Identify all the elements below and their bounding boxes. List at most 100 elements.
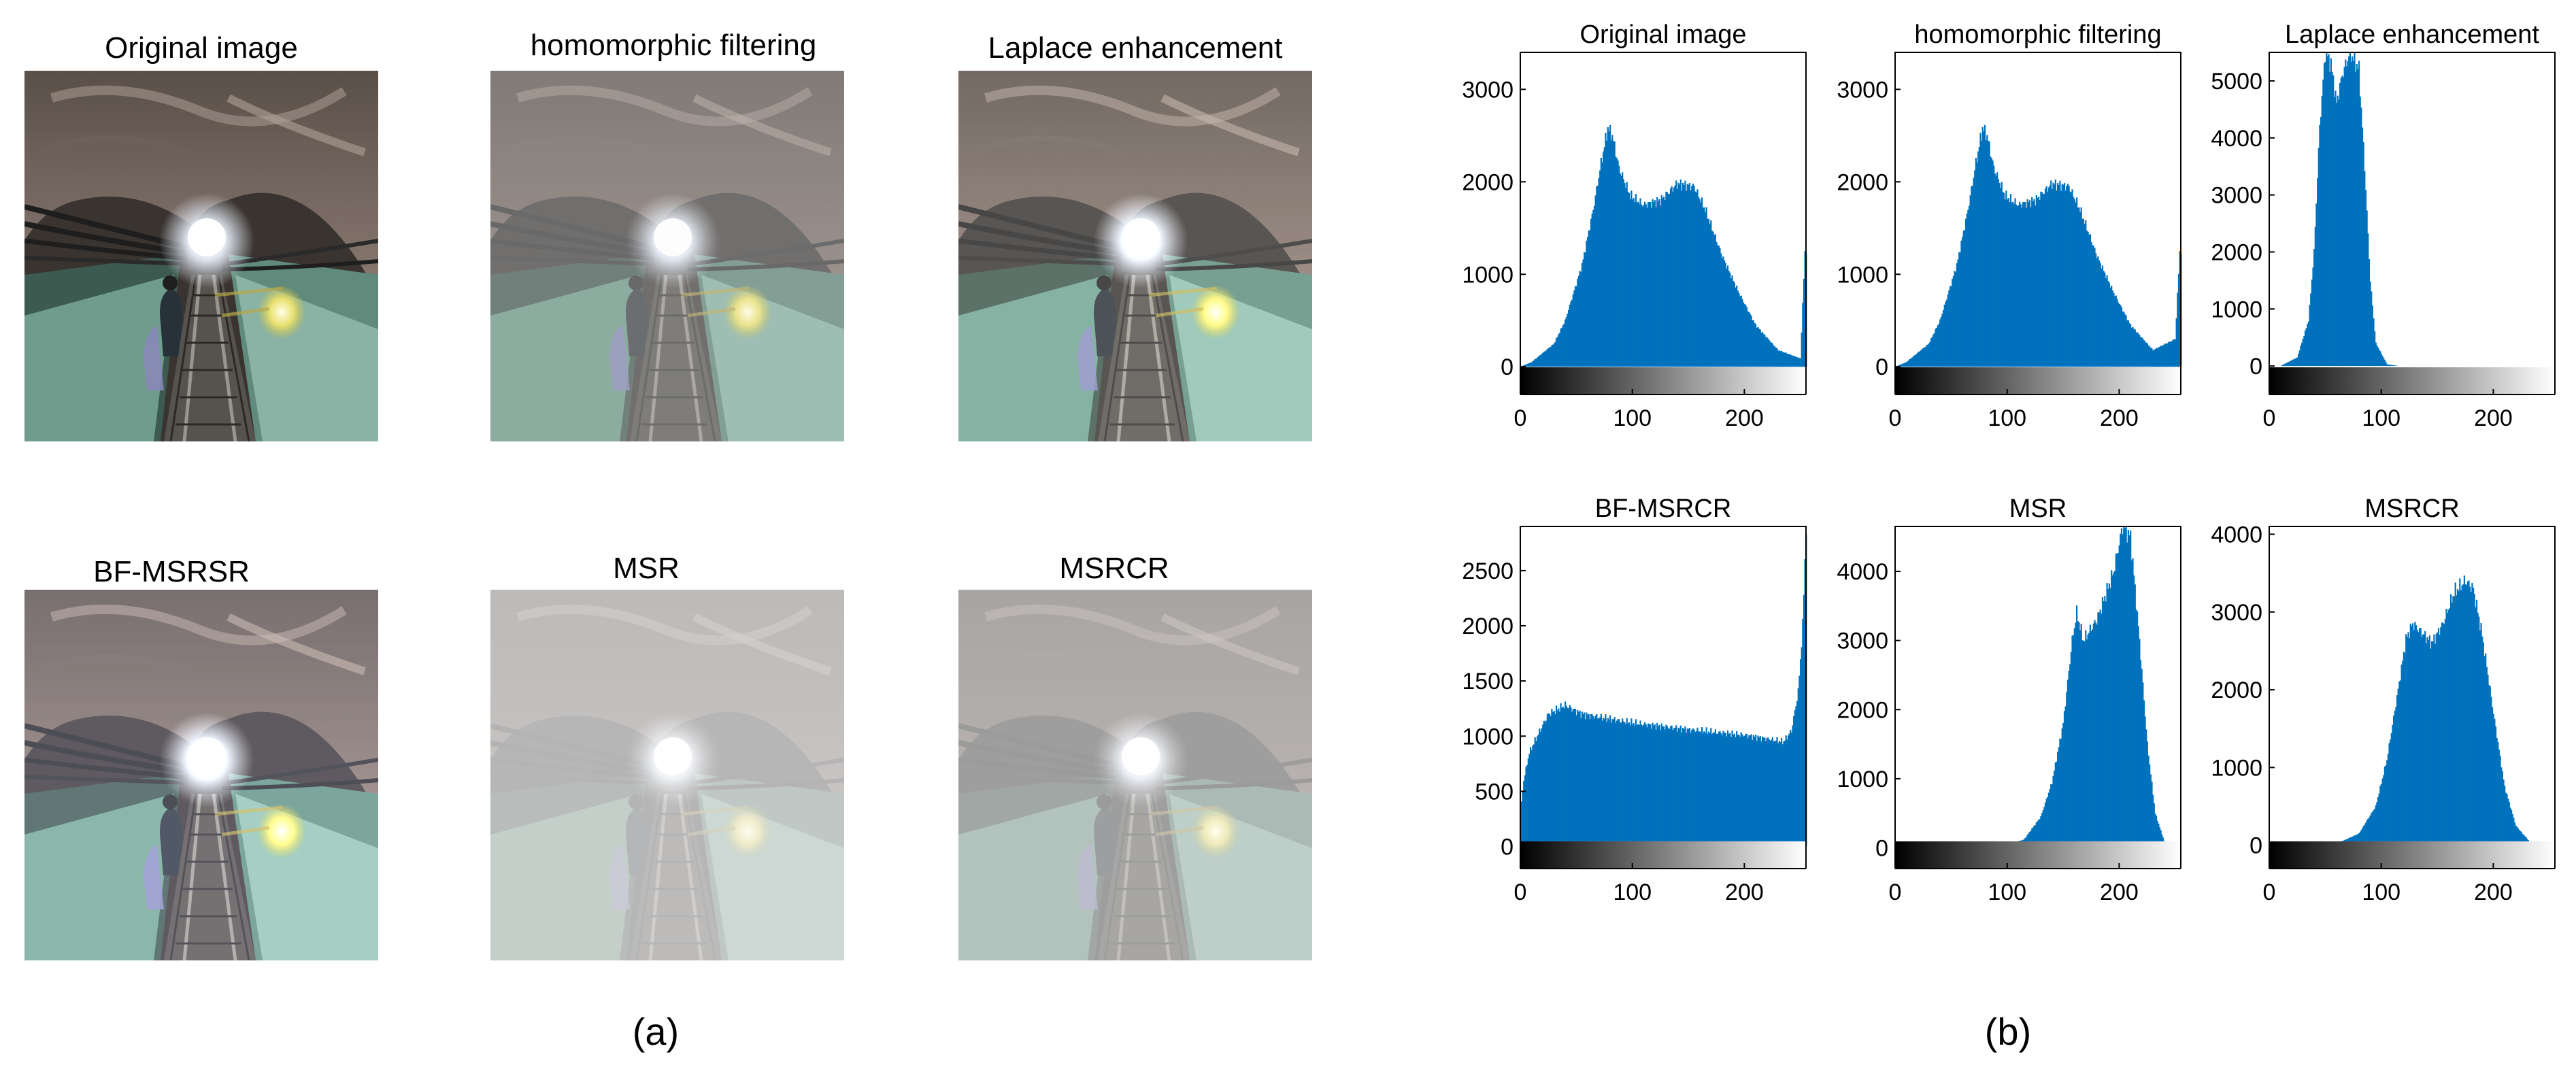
histogram-bar [2035,205,2037,367]
y-tick-label: 4000 [1837,559,1888,585]
histogram-bar [1766,337,1768,367]
histogram-bar [1960,240,1962,367]
histogram-bar [1533,744,1535,847]
histogram-bar [1605,133,1607,367]
histogram-bar [1773,345,1775,367]
histogram-bar [1561,707,1563,847]
histogram-bar [2156,348,2158,367]
histogram-bar [2058,747,2060,848]
histogram-bar [1936,327,1938,367]
histogram-bar [1539,355,1541,367]
image-panel-msrcr: MSRCR [958,552,1312,960]
histogram-bar [1546,714,1548,847]
histogram-bar [2060,190,2062,367]
histogram-bar [2108,282,2111,367]
histogram-bar [1626,182,1628,367]
histogram-bar [1679,725,1682,847]
histogram-bar [1918,352,1920,367]
histogram-bar [2026,835,2028,848]
histogram-bar [2386,760,2388,845]
image-panel-original: Original image [24,31,378,441]
histogram-bar [2139,660,2142,848]
histogram-bar [1638,203,1641,367]
histogram-bar [1704,212,1707,367]
histogram-bar [2145,342,2147,367]
histogram-bar [1571,711,1573,847]
histogram-bar [1525,364,1527,367]
histogram-bar [1693,186,1695,367]
histogram-bar [2491,707,2494,845]
histogram-bar [1525,767,1527,847]
histogram-bar [1603,151,1605,367]
histogram-bar [1764,337,1767,367]
histogram-bar [2432,641,2434,845]
histogram-bar [1622,172,1624,367]
histogram-bar [2354,835,2356,845]
histogram-bar [2392,365,2394,367]
histogram-bar [1660,723,1662,847]
histogram-bar [2409,638,2411,845]
histogram-bar [2150,348,2152,367]
histogram-bar [1979,133,1981,367]
histogram-bar [2020,204,2022,367]
histogram-bar [2428,639,2430,845]
histogram-bar [2049,788,2051,848]
histogram-bar [2059,738,2061,848]
histogram-bar [1707,218,1710,367]
histogram-bar [2290,360,2292,367]
histogram-bar [2096,624,2098,848]
histogram-bar [1555,338,1558,367]
histogram-bar [2149,346,2151,367]
histogram-bar [1523,781,1525,847]
histogram-bar [2095,253,2097,367]
histogram-bar [1741,734,1743,847]
histogram-bar [1950,286,1952,367]
histogram-bar [1730,278,1733,367]
histogram-bar [1919,351,1921,367]
histogram-bar [1541,728,1543,847]
histogram-bar [2281,365,2283,367]
histogram-bar [1742,302,1745,367]
histogram-bar [1648,724,1650,847]
image-title: BF-MSRSR [93,555,250,588]
histogram-bar [2086,231,2088,367]
histogram-bar [2177,292,2179,367]
histogram-2: homomorphic filtering 0 1000 2000 3000 0 100 20… [1837,20,2182,431]
histogram-bar [1784,741,1786,847]
histogram-bar [1555,705,1558,847]
histogram-bar [1752,320,1754,367]
histogram-bar [1718,731,1720,847]
histogram-bar [2058,184,2060,367]
histogram-bars [1520,534,1807,847]
histogram-bar [2451,603,2453,845]
histogram-bar [2366,210,2368,367]
histogram-bar [1618,165,1620,367]
histogram-bar [2033,199,2035,367]
histogram-bar [1618,719,1620,847]
histogram-bar [1548,348,1550,367]
histogram-bar [1719,731,1721,847]
histogram-bar [2025,207,2028,367]
histogram-bar [2132,558,2134,848]
histogram-bar [1901,364,1903,367]
histogram-bar [2296,357,2298,367]
histogram-bar [1692,184,1694,367]
histogram-bar [1755,324,1757,367]
histogram-bar [1627,191,1629,367]
histogram-bar [2478,616,2480,845]
histogram-bar [2124,528,2126,848]
histogram-bar [1796,701,1799,847]
histogram-bar [2513,822,2516,845]
histogram-bar [2366,820,2368,845]
histogram-bar [2431,641,2433,845]
histogram-bar [2126,542,2128,848]
histogram-bar [2076,605,2078,848]
histogram-bar [2356,834,2358,845]
histogram-bar [2336,103,2338,367]
histogram-bar [1565,319,1567,367]
histogram-bar [1549,714,1551,847]
histogram-bar [1793,356,1795,367]
histogram-bar [1694,732,1696,847]
histogram-bar [1704,733,1707,847]
histogram-bar [2501,771,2504,845]
